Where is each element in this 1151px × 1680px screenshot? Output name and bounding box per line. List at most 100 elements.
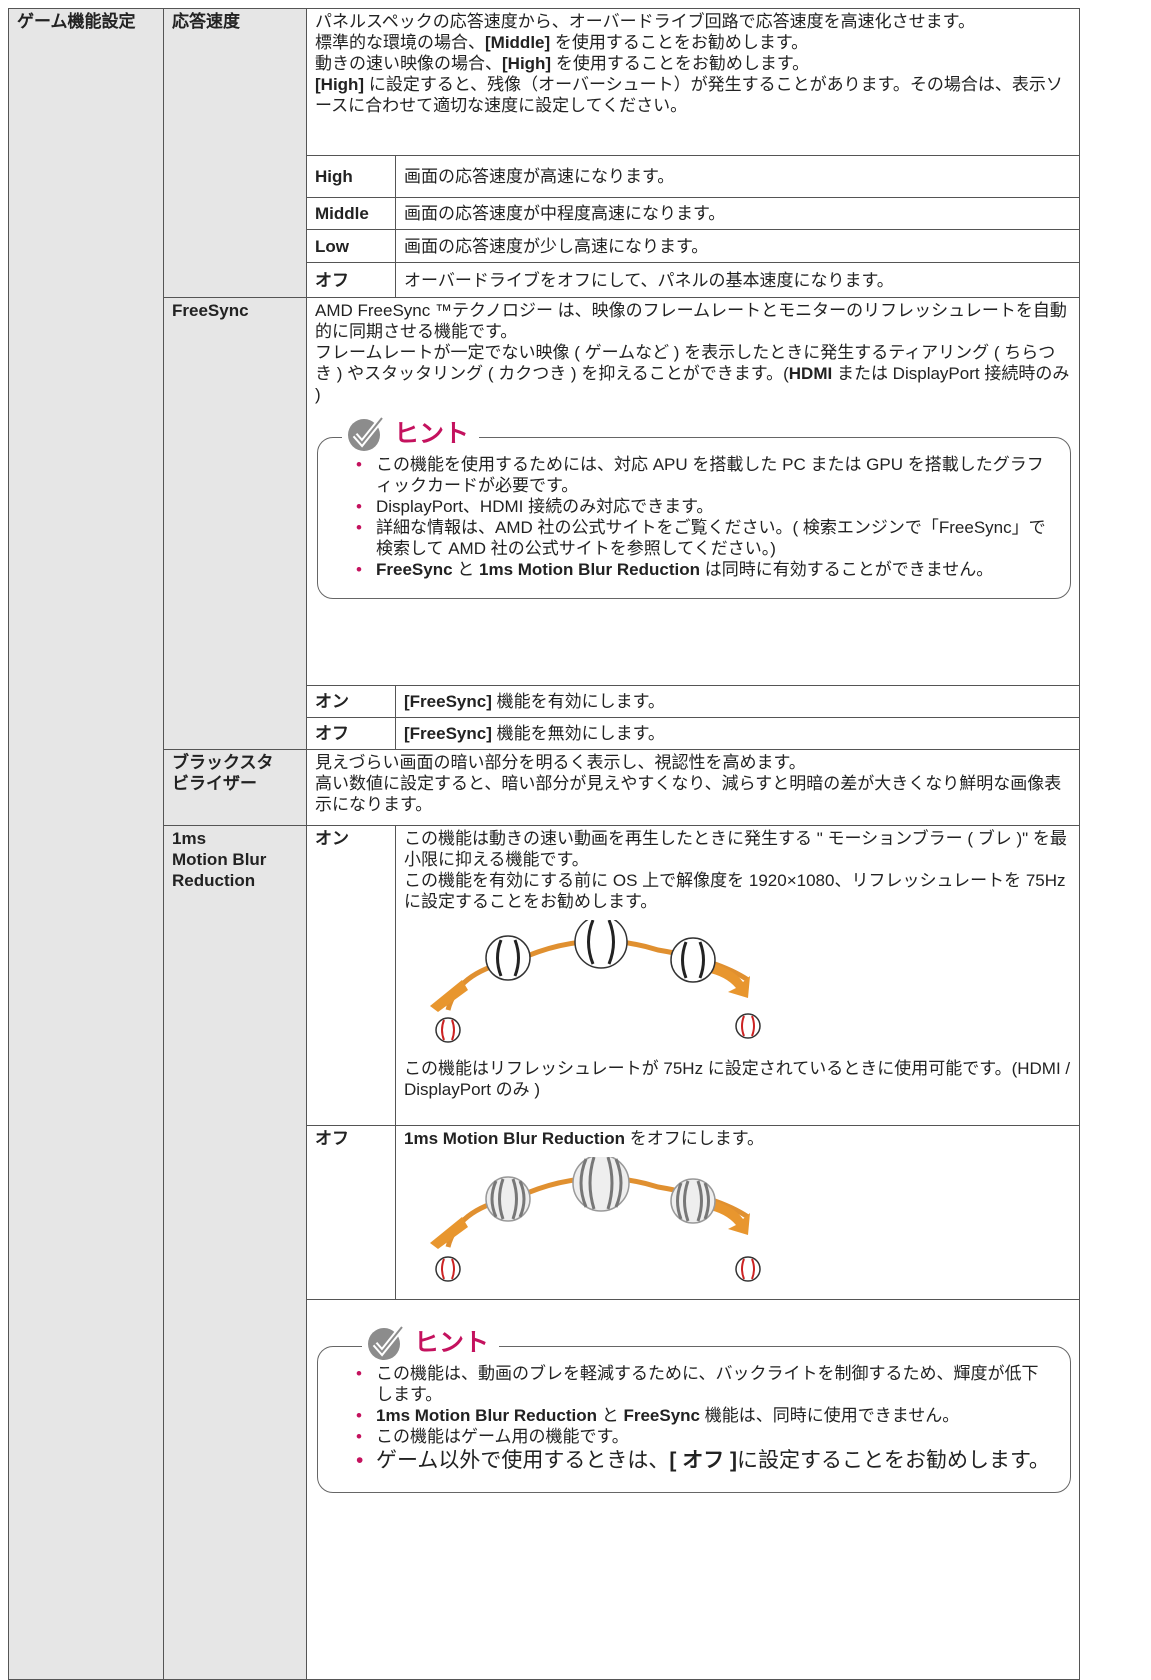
hint-list: この機能は、動画のブレを軽減するために、バックライトを制御するため、輝度が低下し… — [354, 1363, 1050, 1474]
check-icon — [368, 1325, 405, 1360]
text-run: をオフにします。 — [625, 1129, 765, 1148]
bold-text: [High] — [315, 75, 365, 94]
motion-illustration — [430, 920, 761, 1043]
text-run: 画面の応答速度が中程度高速になります。 — [404, 204, 726, 223]
bold-text: 1ms Motion Blur Reduction — [404, 1129, 625, 1148]
hint-title: ヒント — [414, 1329, 490, 1357]
paragraph: この機能はリフレッシュレートが 75Hz に設定されているときに使用可能です。(… — [404, 1058, 1071, 1100]
text-run: 機能を無効にします。 — [491, 724, 665, 743]
option-name: オフ — [315, 1129, 349, 1148]
text-run: に設定すると、残像（オーバーシュート）が発生することがあります。その場合は、表示… — [315, 75, 1063, 115]
hint-list: この機能を使用するためには、対応 APU を搭載した PC または GPU を搭… — [354, 454, 1050, 580]
paragraph: 見えづらい画面の暗い部分を明るく表示し、視認性を高めます。 — [315, 752, 1071, 773]
hint-box: ヒント この機能は、動画のブレを軽減するために、バックライトを制御するため、輝度… — [317, 1323, 1071, 1493]
bold-text: 1ms Motion Blur Reduction — [376, 1406, 597, 1425]
bold-text: [ オフ ] — [669, 1449, 738, 1472]
text-run: 機能は、同時に使用できません。 — [700, 1406, 960, 1425]
hint-header: ヒント — [342, 414, 480, 454]
option-name: オン — [315, 829, 349, 848]
text-run: オーバードライブをオフにして、パネルの基本速度になります。 — [404, 270, 894, 290]
paragraph: [High] に設定すると、残像（オーバーシュート）が発生することがあります。そ… — [315, 74, 1071, 116]
text-run: 見えづらい画面の暗い部分を明るく表示し、視認性を高めます。 — [315, 753, 806, 772]
option-cell: オン — [306, 685, 396, 718]
paragraph: 高い数値に設定すると、暗い部分が見えやすくなり、減らすと明暗の差が大きくなり鮮明… — [315, 773, 1071, 815]
label-line: 1ms — [172, 829, 207, 848]
hint-box: ヒント この機能を使用するためには、対応 APU を搭載した PC または GP… — [317, 414, 1071, 599]
option-name: オフ — [315, 270, 349, 290]
text-run: フレームレートが一定でない映像 ( ゲームなど ) を表示したときに発生するティ… — [315, 343, 1056, 383]
description-cell: AMD FreeSync ™テクノロジー は、映像のフレームレートとモニターのリ… — [306, 297, 1080, 686]
text-run: 画面の応答速度が高速になります。 — [404, 167, 675, 186]
option-name: High — [315, 167, 353, 186]
hint-item: 詳細な情報は、AMD 社の公式サイトをご覧ください。( 検索エンジンで「Free… — [354, 517, 1050, 559]
paragraph: 動きの速い映像の場合、[High] を使用することをお勧めします。 — [315, 53, 1071, 74]
paragraph: パネルスペックの応答速度から、オーバードライブ回路で応答速度を高速化させます。 — [315, 11, 1071, 32]
text-run: AMD FreeSync ™テクノロジー は、映像のフレームレートとモニターのリ… — [315, 301, 1067, 341]
hint-item: 1ms Motion Blur Reduction と FreeSync 機能は… — [354, 1405, 1050, 1426]
paragraph: フレームレートが一定でない映像 ( ゲームなど ) を表示したときに発生するティ… — [315, 342, 1071, 405]
description-cell: 見えづらい画面の暗い部分を明るく表示し、視認性を高めます。高い数値に設定すると、… — [306, 749, 1080, 826]
text-run: と — [597, 1406, 624, 1425]
section-label: ゲーム機能設定 — [17, 12, 136, 31]
option-cell: オフ — [306, 262, 396, 298]
paragraph: 標準的な環境の場合、[Middle] を使用することをお勧めします。 — [315, 32, 1071, 53]
text-run: または DisplayPort 接続時のみ ) — [315, 364, 1070, 404]
bold-text: HDMI — [788, 364, 833, 383]
option-name: Low — [315, 236, 349, 256]
paragraph: [FreeSync] 機能を無効にします。 — [404, 723, 1071, 744]
settings-table: ゲーム機能設定 応答速度 パネルスペックの応答速度から、オーバードライブ回路で応… — [8, 8, 1080, 1680]
hint-item: この機能を使用するためには、対応 APU を搭載した PC または GPU を搭… — [354, 454, 1050, 496]
description: AMD FreeSync ™テクノロジー は、映像のフレームレートとモニターのリ… — [315, 300, 1071, 405]
paragraph: この機能は動きの速い動画を再生したときに発生する " モーションブラー ( ブレ… — [404, 828, 1071, 870]
option-desc: オーバードライブをオフにして、パネルの基本速度になります。 — [395, 262, 1080, 298]
option-desc: 1ms Motion Blur Reduction をオフにします。 — [395, 1125, 1080, 1300]
option-cell: Middle — [306, 197, 396, 230]
text-run: 動きの速い映像の場合、 — [315, 54, 502, 73]
text-run: この機能は動きの速い動画を再生したときに発生する " モーションブラー ( ブレ… — [404, 829, 1067, 869]
bold-text: FreeSync — [623, 1406, 700, 1425]
option-cell: オン — [306, 825, 396, 1126]
paragraph: AMD FreeSync ™テクノロジー は、映像のフレームレートとモニターのリ… — [315, 300, 1071, 342]
option-desc: 画面の応答速度が高速になります。 — [395, 155, 1080, 198]
paragraph: 画面の応答速度が高速になります。 — [404, 166, 1071, 187]
hint-title: ヒント — [394, 420, 470, 448]
label-cell: ブラックスタビライザー — [163, 749, 307, 826]
option-name: オン — [315, 692, 349, 711]
text-run: と — [452, 560, 479, 579]
blur-illustration — [430, 1157, 761, 1282]
text-run: を使用することをお勧めします。 — [551, 54, 810, 73]
hint-item: FreeSync と 1ms Motion Blur Reduction は同時… — [354, 559, 1050, 580]
text-run: DisplayPort、HDMI 接続のみ対応できます。 — [376, 497, 714, 516]
paragraph: 画面の応答速度が中程度高速になります。 — [404, 203, 1071, 224]
option-desc: 画面の応答速度が少し高速になります。 — [395, 229, 1080, 263]
text-run: 詳細な情報は、AMD 社の公式サイトをご覧ください。( 検索エンジンで「Free… — [376, 518, 1046, 558]
row-label: 1ms Motion Blur Reduction — [172, 828, 298, 891]
label-cell: 1ms Motion Blur Reduction — [163, 825, 307, 1680]
row-label: FreeSync — [172, 301, 249, 320]
description: 1ms Motion Blur Reduction をオフにします。 — [404, 1128, 1071, 1149]
option-cell: オフ — [306, 717, 396, 750]
row-label: ブラックスタビライザー — [172, 753, 274, 793]
paragraph: [FreeSync] 機能を有効にします。 — [404, 691, 1071, 712]
label-line: Motion Blur — [172, 850, 267, 869]
paragraph: 1ms Motion Blur Reduction をオフにします。 — [404, 1128, 1071, 1149]
text-run: 標準的な環境の場合、 — [315, 33, 485, 52]
hint-item: この機能は、動画のブレを軽減するために、バックライトを制御するため、輝度が低下し… — [354, 1363, 1050, 1405]
hint-item: この機能はゲーム用の機能です。 — [354, 1426, 1050, 1447]
paragraph: オーバードライブをオフにして、パネルの基本速度になります。 — [404, 270, 1071, 291]
text-run: この機能を有効にする前に OS 上で解像度を 1920×1080、リフレッシュレ… — [404, 871, 1066, 911]
hint-header: ヒント — [362, 1323, 500, 1363]
text-run: この機能はゲーム用の機能です。 — [376, 1427, 629, 1446]
hint-cell: ヒント この機能は、動画のブレを軽減するために、バックライトを制御するため、輝度… — [306, 1299, 1080, 1680]
note: この機能はリフレッシュレートが 75Hz に設定されているときに使用可能です。(… — [404, 1058, 1071, 1100]
hint-item: ゲーム以外で使用するときは、[ オフ ]に設定することをお勧めします。 — [354, 1447, 1050, 1474]
option-cell: Low — [306, 229, 396, 263]
text-run: に設定することをお勧めします。 — [737, 1449, 1050, 1472]
text-run: パネルスペックの応答速度から、オーバードライブ回路で応答速度を高速化させます。 — [315, 12, 975, 31]
option-desc: 画面の応答速度が中程度高速になります。 — [395, 197, 1080, 230]
option-desc: [FreeSync] 機能を無効にします。 — [395, 717, 1080, 750]
text-run: 高い数値に設定すると、暗い部分が見えやすくなり、減らすと明暗の差が大きくなり鮮明… — [315, 774, 1062, 814]
label-cell: 応答速度 — [163, 8, 307, 298]
text-run: この機能はリフレッシュレートが 75Hz に設定されているときに使用可能です。(… — [404, 1059, 1071, 1099]
